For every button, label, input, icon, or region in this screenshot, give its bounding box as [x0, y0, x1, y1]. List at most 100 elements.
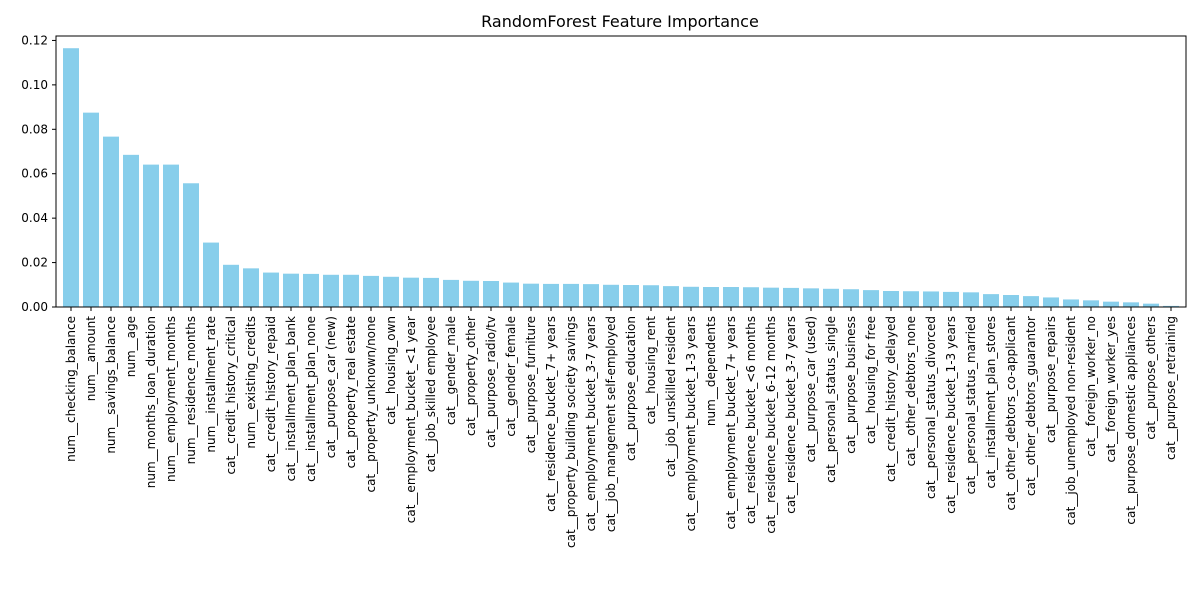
- bar: [583, 284, 599, 307]
- bar: [223, 264, 239, 307]
- x-tick-label: cat__residence_bucket_7+ years: [544, 316, 558, 512]
- x-tick-label: cat__gender_male: [444, 316, 458, 425]
- x-tick-label: num__checking_balance: [64, 316, 78, 462]
- bar: [303, 273, 319, 307]
- x-tick-label: cat__property_real estate: [344, 316, 358, 468]
- x-tick-label: num__dependents: [704, 316, 718, 426]
- x-tick-label: cat__personal_status_divorced: [924, 316, 938, 499]
- y-tick-label: 0.08: [21, 122, 48, 136]
- x-tick-label: num__months_loan_duration: [144, 316, 158, 488]
- bar: [343, 274, 359, 307]
- bar: [783, 287, 799, 307]
- bar: [803, 288, 819, 307]
- bar: [1123, 302, 1139, 307]
- y-tick-label: 0.02: [21, 256, 48, 270]
- x-tick-label: cat__property_unknown/none: [364, 316, 378, 493]
- x-tick-label: cat__purpose_furniture: [524, 316, 538, 453]
- bar: [683, 286, 699, 307]
- x-tick-label: cat__foreign_worker_yes: [1104, 316, 1118, 463]
- bar: [1063, 299, 1079, 307]
- bar: [1163, 305, 1179, 307]
- x-tick-label: num__residence_months: [184, 316, 198, 464]
- x-tick-label: cat__employment_bucket_7+ years: [724, 316, 738, 529]
- y-tick-label: 0.12: [21, 33, 48, 47]
- y-tick-label: 0.06: [21, 167, 48, 181]
- bar: [1143, 303, 1159, 307]
- x-tick-label: num__age: [124, 316, 138, 377]
- bar: [163, 164, 179, 307]
- x-tick-label: cat__purpose_car (new): [324, 316, 338, 458]
- bar: [983, 294, 999, 307]
- x-tick-label: cat__job_unemployed non-resident: [1064, 316, 1078, 526]
- bar: [703, 287, 719, 307]
- x-tick-label: cat__credit_history_delayed: [884, 316, 898, 482]
- bar: [643, 285, 659, 307]
- bar: [623, 285, 639, 307]
- bar: [1003, 295, 1019, 307]
- x-tick-label: cat__purpose_repairs: [1044, 316, 1058, 443]
- bar: [763, 287, 779, 307]
- bar: [423, 277, 439, 307]
- bar: [263, 272, 279, 307]
- x-tick-label: cat__residence_bucket_1-3 years: [944, 316, 958, 514]
- x-tick-label: cat__purpose_car (used): [804, 316, 818, 462]
- x-tick-label: cat__personal_status_married: [964, 316, 978, 494]
- x-tick-label: cat__job_skilled employee: [424, 316, 438, 472]
- bar: [743, 287, 759, 307]
- bar: [923, 291, 939, 307]
- bar: [83, 112, 99, 307]
- bar: [903, 291, 919, 307]
- bar: [323, 274, 339, 307]
- bar: [523, 283, 539, 307]
- bar: [963, 292, 979, 307]
- bar: [483, 281, 499, 307]
- x-tick-label: cat__installment_plan_stores: [984, 316, 998, 488]
- x-tick-label: cat__property_other: [464, 316, 478, 436]
- x-tick-label: cat__residence_bucket_<6 months: [744, 316, 758, 524]
- x-tick-label: cat__job_mangement self-employed: [604, 316, 618, 532]
- x-tick-label: num__savings_balance: [104, 316, 118, 454]
- x-tick-label: cat__job_unskilled resident: [664, 316, 678, 477]
- x-tick-label: cat__property_building society savings: [564, 316, 578, 548]
- x-tick-label: cat__purpose_retraining: [1164, 316, 1178, 460]
- x-tick-label: cat__purpose_domestic appliances: [1124, 316, 1138, 525]
- bar: [843, 289, 859, 307]
- bar: [143, 164, 159, 307]
- bar: [823, 288, 839, 307]
- bar: [943, 291, 959, 307]
- y-tick-label: 0.04: [21, 211, 48, 225]
- y-tick-label: 0.10: [21, 78, 48, 92]
- x-tick-label: cat__credit_history_critical: [224, 316, 238, 474]
- x-tick-label: cat__foreign_worker_no: [1084, 316, 1098, 457]
- x-tick-label: cat__residence_bucket_6-12 months: [764, 316, 778, 534]
- bar: [363, 275, 379, 307]
- bar: [63, 48, 79, 307]
- bar: [383, 276, 399, 307]
- bar: [563, 283, 579, 307]
- bar: [123, 154, 139, 307]
- bar: [103, 136, 119, 307]
- bar: [203, 242, 219, 307]
- bar: [723, 287, 739, 307]
- bar: [883, 291, 899, 307]
- x-tick-label: cat__purpose_others: [1144, 316, 1158, 440]
- x-tick-label: cat__housing_rent: [644, 316, 658, 425]
- x-axis: num__checking_balance num__amount num__sav…: [64, 307, 1178, 548]
- bar: [283, 273, 299, 307]
- bar: [183, 183, 199, 307]
- y-tick-label: 0.00: [21, 300, 48, 314]
- x-tick-label: cat__purpose_education: [624, 316, 638, 461]
- bar: [443, 279, 459, 307]
- x-tick-label: cat__residence_bucket_3-7 years: [784, 316, 798, 514]
- bars-group: [63, 48, 1179, 307]
- x-tick-label: cat__credit_history_repaid: [264, 316, 278, 472]
- x-tick-label: cat__purpose_radio/tv: [484, 316, 498, 448]
- x-tick-label: cat__gender_female: [504, 316, 518, 437]
- y-axis: 0.00 0.02 0.04 0.06 0.08 0.10 0.12: [21, 33, 56, 314]
- x-tick-label: num__installment_rate: [204, 316, 218, 453]
- bar: [463, 280, 479, 307]
- bar: [1023, 296, 1039, 307]
- x-tick-label: cat__employment_bucket_1-3 years: [684, 316, 698, 531]
- bar: [663, 286, 679, 307]
